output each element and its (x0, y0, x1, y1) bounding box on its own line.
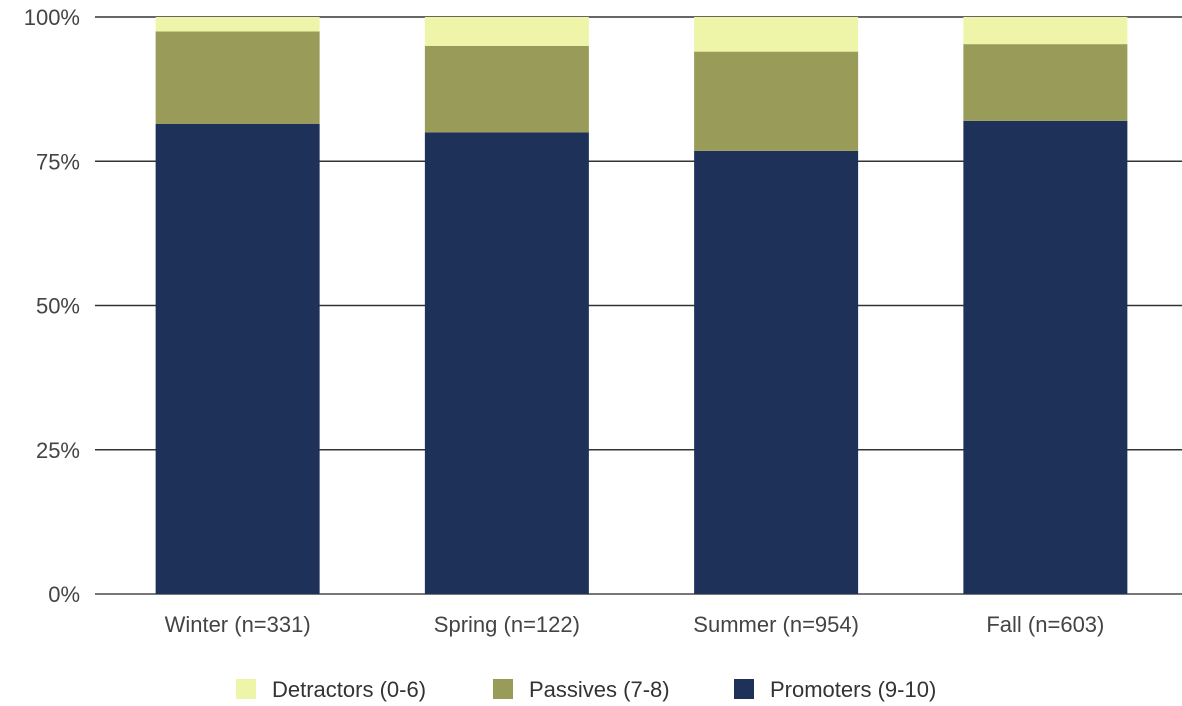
legend-label: Detractors (0-6) (272, 677, 426, 702)
legend-swatch (236, 679, 256, 699)
y-tick-label: 75% (36, 149, 80, 174)
legend-swatch (493, 679, 513, 699)
legend-label: Passives (7-8) (529, 677, 670, 702)
y-tick-label: 100% (24, 5, 80, 30)
bars (155, 17, 1128, 595)
x-axis-category-labels: Winter (n=331) Spring (n=122) Summer (n=95… (165, 612, 1105, 637)
legend: Detractors (0-6) Passives (7-8) Promoters … (236, 677, 936, 702)
bar-segment-passives (424, 45, 589, 133)
bar-segment-promoters (963, 120, 1128, 595)
bar-segment-detractors (694, 17, 859, 52)
x-category-label: Summer (n=954) (693, 612, 859, 637)
bar-segment-detractors (424, 17, 589, 46)
bar-segment-promoters (424, 132, 589, 594)
bar-segment-promoters (694, 150, 859, 594)
y-tick-label: 0% (48, 582, 80, 607)
y-tick-label: 50% (36, 294, 80, 319)
x-category-label: Spring (n=122) (434, 612, 580, 637)
legend-label: Promoters (9-10) (770, 677, 936, 702)
x-category-label: Fall (n=603) (986, 612, 1104, 637)
bar-segment-detractors (963, 17, 1128, 45)
x-category-label: Winter (n=331) (165, 612, 311, 637)
legend-swatch (734, 679, 754, 699)
bar-segment-passives (963, 44, 1128, 121)
bar-segment-passives (694, 51, 859, 151)
y-axis-tick-labels: 0% 25% 50% 75% 100% (24, 5, 80, 607)
y-tick-label: 25% (36, 438, 80, 463)
bar-segment-detractors (155, 17, 320, 32)
bar-segment-promoters (155, 123, 320, 595)
bar-segment-passives (155, 31, 320, 124)
